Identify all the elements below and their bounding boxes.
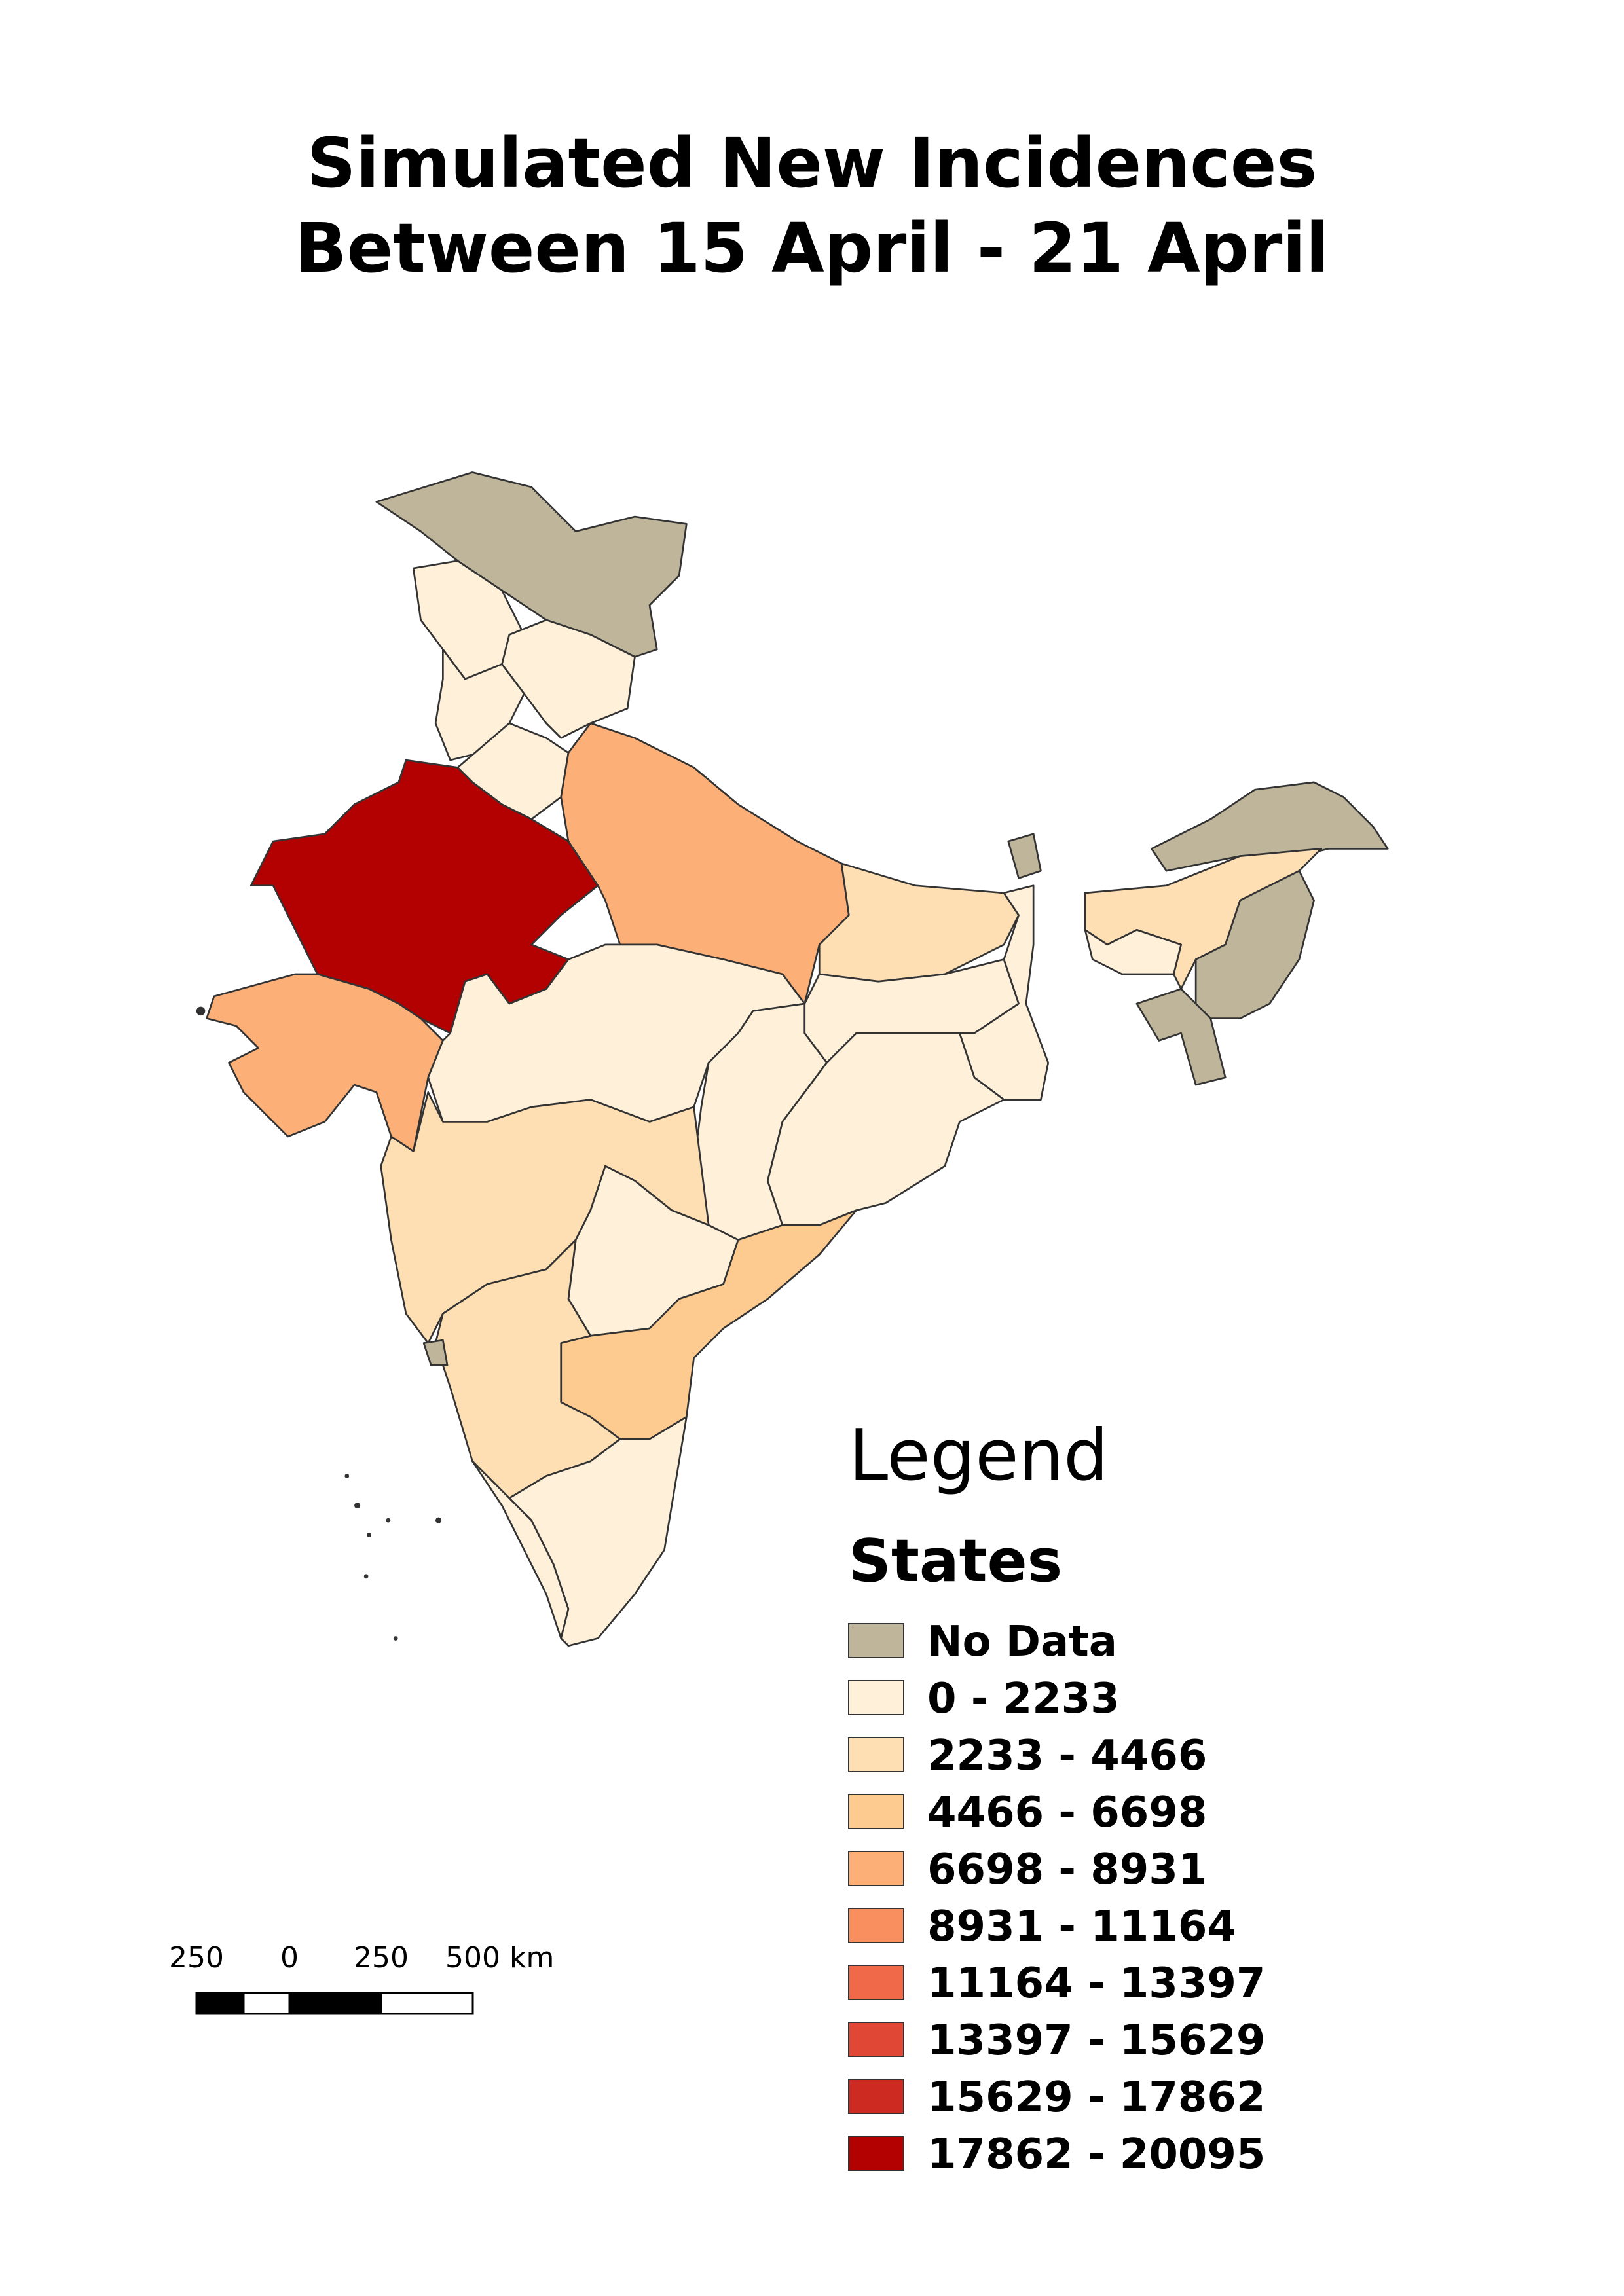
legend-label: 13397 - 15629: [927, 2016, 1265, 2065]
scale-segment: [195, 1992, 245, 2015]
legend-swatch: [848, 1965, 904, 2000]
legend-label: 6698 - 8931: [927, 1846, 1207, 1894]
state: [434, 1239, 621, 1499]
title-line: Between 15 April - 21 April: [295, 208, 1329, 288]
scale-label: 0: [280, 1941, 299, 1975]
island: [363, 1574, 369, 1579]
state: [422, 1339, 449, 1366]
legend-label: 17862 - 20095: [927, 2130, 1265, 2179]
island: [344, 1474, 350, 1478]
legend-swatch: [848, 2136, 904, 2171]
legend-heading: Legend: [849, 1415, 1109, 1497]
island: [386, 1518, 391, 1523]
legend-layer: States: [849, 1527, 1062, 1595]
islands: [196, 1006, 442, 1641]
scale-segment: [242, 1992, 291, 2015]
legend-swatch: [848, 1623, 904, 1658]
title-line: Simulated New Incidences: [307, 123, 1318, 203]
legend-swatch: [848, 1851, 904, 1886]
scale-bar: 250 0 250 500 km: [169, 1941, 554, 2015]
state: [1151, 781, 1389, 872]
legend: No Data 0 - 2233 2233 - 4466 4466 - 6698 669…: [848, 1618, 1265, 2179]
legend-swatch: [848, 1737, 904, 1772]
state: [206, 973, 444, 1152]
legend-label: 15629 - 17862: [927, 2073, 1265, 2122]
legend-swatch: [848, 1794, 904, 1829]
legend-swatch: [848, 2079, 904, 2114]
island: [393, 1636, 398, 1641]
scale-label: 250: [354, 1941, 409, 1975]
legend-label: No Data: [927, 1618, 1117, 1666]
island: [367, 1533, 372, 1538]
scale-label: 250: [169, 1941, 224, 1975]
island: [354, 1503, 361, 1509]
legend-label: 11164 - 13397: [927, 1959, 1265, 2008]
legend-label: 8931 - 11164: [927, 1903, 1236, 1951]
state: [508, 1415, 688, 1647]
legend-label: 0 - 2233: [927, 1675, 1120, 1723]
legend-swatch: [848, 1908, 904, 1943]
island: [196, 1006, 206, 1016]
state: [1007, 833, 1042, 879]
state: [1135, 988, 1227, 1086]
scale-segment: [288, 1992, 382, 2015]
legend-label: 2233 - 4466: [927, 1732, 1207, 1780]
scale-label: 500 km: [445, 1941, 554, 1975]
island: [435, 1517, 442, 1523]
scale-segment: [380, 1992, 474, 2015]
state: [1194, 869, 1315, 1019]
legend-swatch: [848, 2022, 904, 2057]
legend-swatch: [848, 1680, 904, 1715]
state: [766, 1032, 1005, 1226]
legend-label: 4466 - 6698: [927, 1789, 1207, 1837]
india-map: [196, 471, 1389, 1647]
state: [1084, 928, 1182, 975]
